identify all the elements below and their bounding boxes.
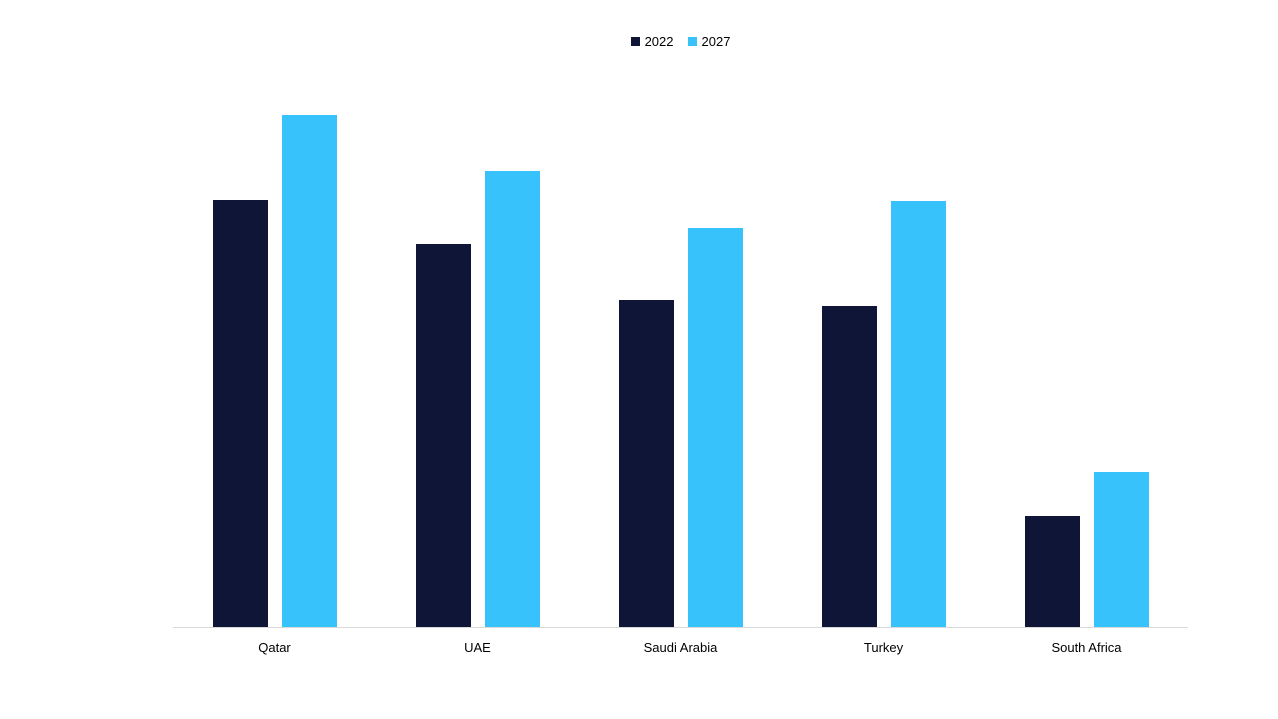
legend-label-2022: 2022	[644, 34, 674, 49]
category-axis: Qatar UAE Saudi Arabia Turkey South Africa	[173, 640, 1188, 656]
bar-2022-qatar	[212, 200, 268, 627]
bar-2022-uae	[415, 244, 471, 627]
plot-area	[173, 115, 1188, 628]
legend-swatch-2027-icon	[687, 37, 697, 46]
bar-2022-saudi-arabia	[618, 299, 674, 627]
bar-2022-south-africa	[1024, 515, 1080, 627]
category-label-qatar: Qatar	[258, 640, 291, 655]
bar-2027-south-africa	[1093, 471, 1149, 627]
bar-2027-qatar	[281, 115, 337, 627]
bar-2027-uae	[484, 170, 540, 627]
legend-swatch-2022-icon	[630, 37, 640, 46]
bar-group-qatar	[173, 115, 376, 627]
bar-group-south-africa	[985, 115, 1188, 627]
bar-2027-saudi-arabia	[687, 228, 743, 627]
bar-2022-turkey	[821, 305, 877, 627]
legend-item-2022: 2022	[630, 34, 674, 49]
category-label-turkey: Turkey	[863, 640, 904, 655]
bar-group-uae	[376, 115, 579, 627]
bar-group-turkey	[782, 115, 985, 627]
category-label-south-africa: South Africa	[1051, 640, 1122, 655]
legend-label-2027: 2027	[701, 34, 731, 49]
bar-group-saudi-arabia	[579, 115, 782, 627]
chart-legend: 2022 2027	[173, 34, 1188, 49]
bar-2027-turkey	[890, 201, 946, 627]
category-label-saudi-arabia: Saudi Arabia	[643, 640, 718, 655]
category-label-uae: UAE	[464, 640, 491, 655]
legend-item-2027: 2027	[687, 34, 731, 49]
